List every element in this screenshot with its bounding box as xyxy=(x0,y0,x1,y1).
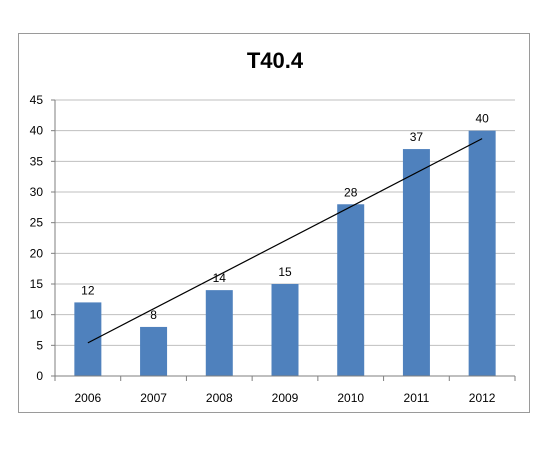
x-tick-label: 2006 xyxy=(75,391,102,405)
bar-2012 xyxy=(468,130,496,376)
y-tick-label: 45 xyxy=(30,93,44,107)
x-tick-label: 2008 xyxy=(206,391,233,405)
x-tick-label: 2012 xyxy=(469,391,496,405)
chart-title: T40.4 xyxy=(246,48,304,73)
data-label: 14 xyxy=(213,271,227,285)
bar-2007 xyxy=(140,326,168,376)
data-label: 8 xyxy=(150,308,157,322)
y-tick-label: 10 xyxy=(30,308,44,322)
trendline xyxy=(87,138,483,344)
x-tick-label: 2007 xyxy=(140,391,167,405)
y-tick-label: 30 xyxy=(30,185,44,199)
y-tick-label: 20 xyxy=(30,246,44,260)
data-label: 37 xyxy=(410,130,424,144)
y-tick-label: 35 xyxy=(30,154,44,168)
bar-2008 xyxy=(205,290,233,376)
data-label: 40 xyxy=(475,112,489,126)
y-tick-label: 25 xyxy=(30,216,44,230)
x-tick-label: 2011 xyxy=(404,391,430,405)
y-tick-label: 15 xyxy=(30,277,44,291)
bar-2011 xyxy=(402,149,430,376)
y-tick-label: 5 xyxy=(36,338,43,352)
x-tick-label: 2010 xyxy=(337,391,364,405)
bar-2010 xyxy=(337,204,365,376)
y-tick-label: 40 xyxy=(30,124,44,138)
bar-2009 xyxy=(271,284,299,376)
x-tick-label: 2009 xyxy=(272,391,299,405)
y-tick-label: 0 xyxy=(36,369,43,383)
data-label: 28 xyxy=(344,185,358,199)
data-label: 12 xyxy=(81,283,95,297)
bar-2006 xyxy=(74,302,102,376)
data-label: 15 xyxy=(278,265,292,279)
